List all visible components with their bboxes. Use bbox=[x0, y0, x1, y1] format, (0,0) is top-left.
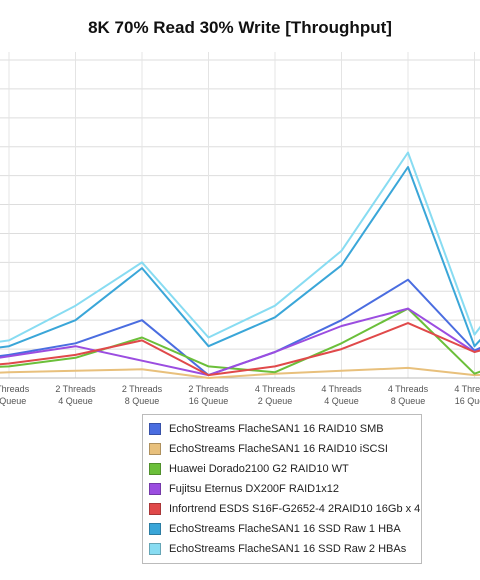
legend-swatch bbox=[149, 423, 161, 435]
x-tick-label: 16 Queue bbox=[189, 396, 229, 406]
legend-item: EchoStreams FlacheSAN1 16 RAID10 SMB bbox=[149, 419, 415, 439]
series-line-1 bbox=[0, 278, 480, 377]
x-tick-label: 8 Queue bbox=[125, 396, 160, 406]
legend-swatch bbox=[149, 543, 161, 555]
series-group bbox=[0, 151, 480, 379]
series-line-2 bbox=[0, 366, 480, 379]
legend-item: EchoStreams FlacheSAN1 16 SSD Raw 2 HBAs bbox=[149, 539, 415, 559]
series-line-6 bbox=[0, 166, 480, 349]
legend-label: EchoStreams FlacheSAN1 16 RAID10 iSCSI bbox=[169, 443, 388, 455]
legend-label: Huawei Dorado2100 G2 RAID10 WT bbox=[169, 463, 349, 475]
x-tick-label: 2 Queue bbox=[258, 396, 293, 406]
x-tick-label: 4 Threads bbox=[454, 384, 480, 394]
x-tick-label: 2 Queue bbox=[0, 396, 26, 406]
x-tick-label: 4 Threads bbox=[388, 384, 429, 394]
x-tick-label: 4 Threads bbox=[321, 384, 362, 394]
legend-item: Infortrend ESDS S16F-G2652-4 2RAID10 16G… bbox=[149, 499, 420, 519]
series-line-5 bbox=[0, 322, 480, 377]
legend-label: EchoStreams FlacheSAN1 16 RAID10 SMB bbox=[169, 423, 384, 435]
legend-item: Huawei Dorado2100 G2 RAID10 WT bbox=[149, 459, 415, 479]
x-tick-label: 2 Threads bbox=[0, 384, 30, 394]
grid bbox=[0, 52, 480, 379]
legend-swatch bbox=[149, 463, 161, 475]
x-tick-label: 4 Threads bbox=[255, 384, 296, 394]
legend-label: EchoStreams FlacheSAN1 16 SSD Raw 2 HBAs bbox=[169, 543, 407, 555]
legend-swatch bbox=[149, 503, 161, 515]
legend-label: Fujitsu Eternus DX200F RAID1x12 bbox=[169, 483, 339, 495]
legend-label: Infortrend ESDS S16F-G2652-4 2RAID10 16G… bbox=[169, 503, 421, 515]
x-tick-label: 4 Queue bbox=[58, 396, 93, 406]
x-tick-label: 4 Queue bbox=[324, 396, 359, 406]
x-tick-label: 2 Threads bbox=[188, 384, 229, 394]
x-tick-label: 2 Threads bbox=[55, 384, 96, 394]
series-line-3 bbox=[0, 307, 480, 375]
legend-item: Fujitsu Eternus DX200F RAID1x12 bbox=[149, 479, 415, 499]
series-line-7 bbox=[0, 151, 480, 343]
x-tick-label: 8 Queue bbox=[391, 396, 426, 406]
legend-swatch bbox=[149, 483, 161, 495]
legend-item: EchoStreams FlacheSAN1 16 SSD Raw 1 HBA bbox=[149, 519, 415, 539]
chart-legend: EchoStreams FlacheSAN1 16 RAID10 SMB Echo… bbox=[142, 414, 422, 564]
x-tick-label: 16 Queue bbox=[455, 396, 480, 406]
series-line-4 bbox=[0, 307, 480, 377]
chart-title: 8K 70% Read 30% Write [Throughput] bbox=[88, 18, 392, 37]
legend-swatch bbox=[149, 443, 161, 455]
legend-swatch bbox=[149, 523, 161, 535]
x-tick-label: 2 Threads bbox=[122, 384, 163, 394]
legend-label: EchoStreams FlacheSAN1 16 SSD Raw 1 HBA bbox=[169, 523, 401, 535]
legend-item: EchoStreams FlacheSAN1 16 RAID10 iSCSI bbox=[149, 439, 415, 459]
